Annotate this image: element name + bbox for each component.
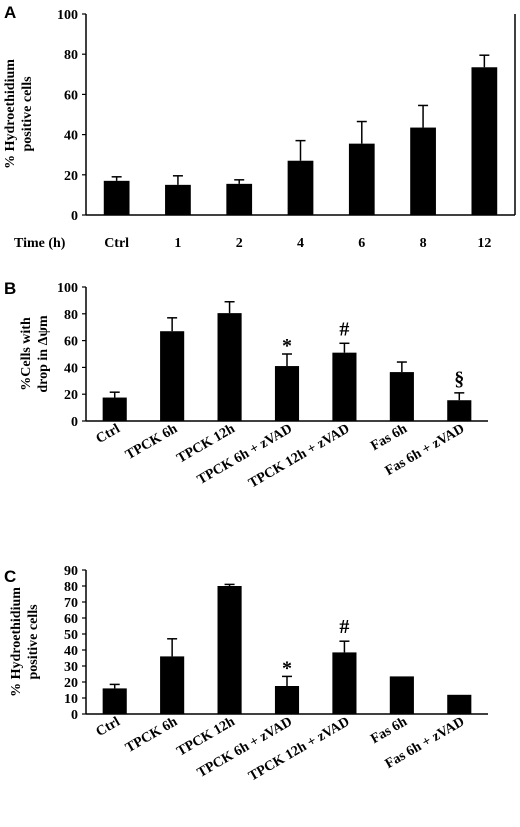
- bar: [447, 400, 472, 421]
- bar: [165, 184, 191, 215]
- bar: [447, 694, 472, 714]
- y-tick-label: 60: [64, 612, 78, 627]
- x-tick-label: TPCK 12h + zVAD: [246, 714, 352, 784]
- y-axis-label: % Hydroethidium positive cells: [9, 587, 41, 697]
- x-tick-label: 2: [236, 236, 243, 251]
- significance-mark: *: [282, 335, 292, 357]
- bar: [389, 676, 414, 714]
- bar: [410, 127, 436, 215]
- bar: [160, 331, 185, 421]
- y-tick-label: 100: [57, 281, 78, 296]
- bar: [332, 652, 357, 714]
- y-tick-label: 40: [64, 129, 78, 144]
- y-tick-label: 0: [71, 708, 78, 723]
- x-tick-label: Ctrl: [104, 236, 129, 251]
- panel-b-letter: B: [4, 279, 16, 298]
- bar: [226, 183, 253, 215]
- panel-b: B 0 20 40 60 80 100 %Cells with drop in Δψm Ctrl…: [4, 279, 488, 491]
- y-tick-label: 20: [64, 676, 78, 691]
- x-tick-label: Fas 6h: [368, 714, 410, 747]
- x-tick-label: 6: [358, 236, 365, 251]
- bar: [332, 352, 357, 421]
- y-tick-label: 10: [64, 692, 78, 707]
- bar: [102, 688, 127, 714]
- bar: [274, 686, 300, 714]
- x-tick-label: 4: [297, 236, 304, 251]
- x-tick-label: Ctrl: [94, 421, 123, 446]
- panel-a: A 0 20 40 60 80 100 % Hydroethidium positive ce…: [3, 3, 516, 251]
- y-tick-label: 80: [64, 308, 78, 323]
- y-tick-label: 0: [71, 209, 78, 224]
- y-tick-label: 70: [64, 596, 78, 611]
- y-axis-label-line: positive cells: [26, 604, 41, 680]
- y-axis-label-line: %Cells with: [19, 317, 34, 391]
- bar: [471, 67, 498, 215]
- bar: [389, 372, 414, 421]
- y-axis-label: % Hydroethidium positive cells: [3, 59, 35, 169]
- significance-mark: §: [454, 368, 464, 390]
- x-tick-label: 8: [420, 236, 427, 251]
- y-tick-label: 100: [57, 8, 78, 23]
- y-tick-label: 80: [64, 48, 78, 63]
- y-tick-label: 40: [64, 644, 78, 659]
- x-tick-label: 12: [477, 236, 491, 251]
- y-tick-label: 90: [64, 564, 78, 579]
- y-tick-label: 60: [64, 335, 78, 350]
- x-tick-label: TPCK 6h: [123, 714, 180, 756]
- y-axis-label-line: % Hydroethidium: [3, 59, 18, 169]
- y-tick-label: 20: [64, 169, 78, 184]
- significance-mark: #: [339, 616, 349, 638]
- significance-mark: *: [282, 657, 292, 679]
- y-tick-label: 50: [64, 628, 78, 643]
- x-tick-label: Ctrl: [94, 714, 123, 739]
- bar: [217, 313, 242, 421]
- y-tick-label: 30: [64, 660, 78, 675]
- panel-c-letter: C: [4, 567, 16, 586]
- y-axis-label-line: positive cells: [20, 76, 35, 152]
- y-axis-label-line: drop in Δψm: [36, 315, 51, 393]
- significance-mark: #: [339, 318, 349, 340]
- bar: [217, 586, 242, 714]
- x-tick-label: TPCK 6h: [123, 421, 180, 463]
- y-axis-label-line: % Hydroethidium: [9, 587, 24, 697]
- x-tick-label: 1: [174, 236, 181, 251]
- y-tick-label: 20: [64, 388, 78, 403]
- y-tick-label: 40: [64, 361, 78, 376]
- x-tick-label: TPCK 6h + zVAD: [195, 714, 295, 780]
- bar: [160, 656, 185, 714]
- bar: [274, 366, 300, 421]
- y-tick-label: 60: [64, 88, 78, 103]
- bar: [102, 397, 127, 421]
- bar: [103, 180, 130, 215]
- x-tick-label: TPCK 12h + zVAD: [246, 421, 352, 491]
- bar: [348, 143, 375, 215]
- panel-a-letter: A: [4, 3, 16, 22]
- y-tick-label: 80: [64, 580, 78, 595]
- bar: [287, 160, 314, 215]
- x-tick-label: Fas 6h: [368, 421, 410, 454]
- x-axis-label: Time (h): [14, 236, 66, 251]
- y-tick-label: 0: [71, 415, 78, 430]
- x-tick-label: TPCK 6h + zVAD: [195, 421, 295, 487]
- y-axis-label: %Cells with drop in Δψm: [19, 315, 51, 393]
